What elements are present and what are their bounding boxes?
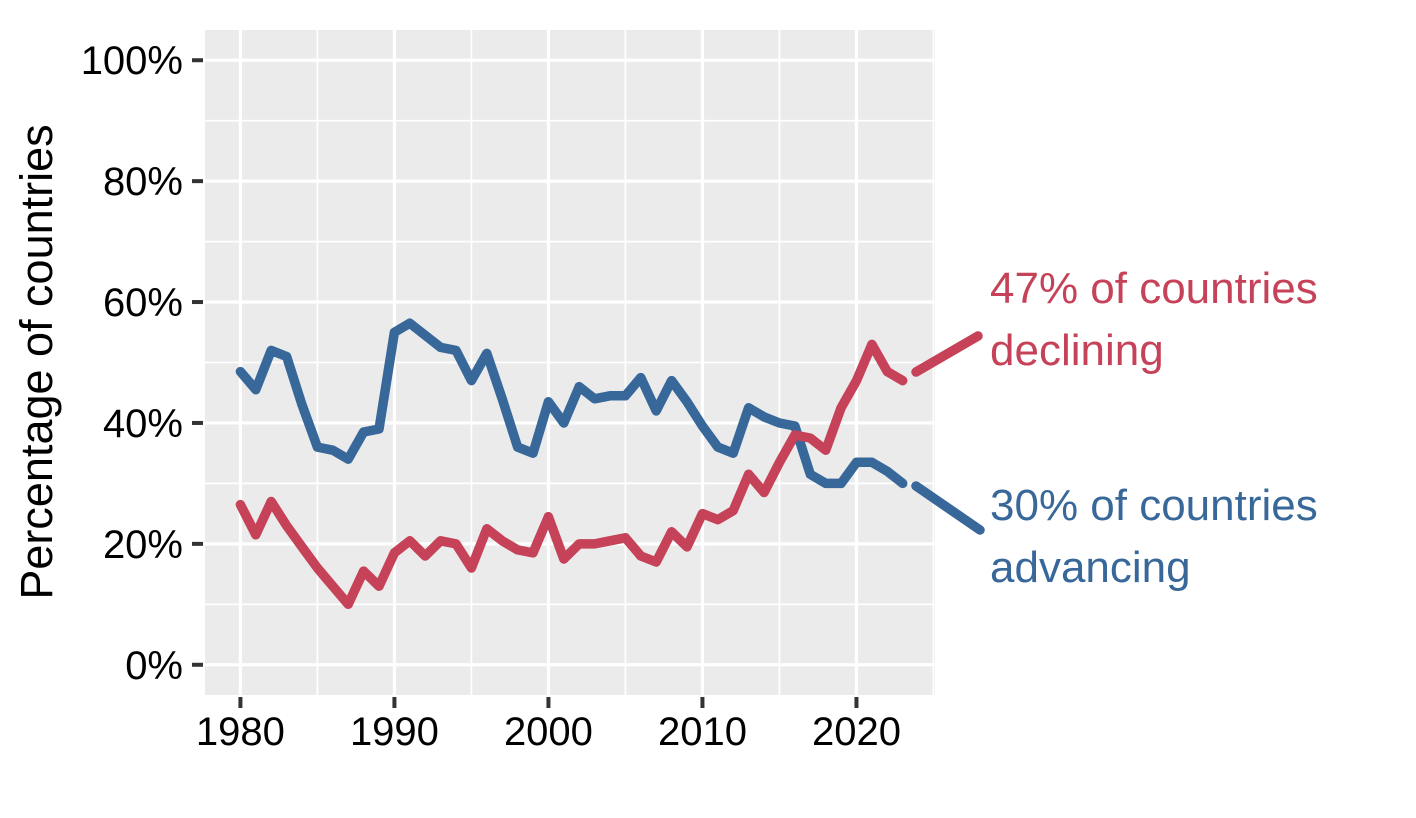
annotation-advancing: 30% of countries advancing: [911, 481, 1318, 592]
y-tick-label: 80%: [103, 160, 183, 204]
x-tick-label: 1980: [196, 710, 285, 754]
annotation-declining: 47% of countries declining: [911, 264, 1318, 377]
series-line-declining: [235, 339, 908, 610]
gridlines-major: [205, 30, 935, 695]
x-tick-label: 1990: [350, 710, 439, 754]
y-axis-tick-labels: 0% 20% 40% 60% 80% 100%: [81, 39, 183, 688]
x-axis-tick-labels: 1980 1990 2000 2010 2020: [196, 710, 901, 754]
y-tick-label: 0%: [125, 644, 183, 688]
y-tick-label: 60%: [103, 281, 183, 325]
leader-line-declining: [911, 331, 983, 377]
y-tick-label: 100%: [81, 39, 183, 83]
y-tick-label: 40%: [103, 402, 183, 446]
x-tick-label: 2020: [812, 710, 901, 754]
series-line-advancing: [235, 318, 908, 489]
x-tick-label: 2000: [504, 710, 593, 754]
x-tick-label: 2010: [658, 710, 747, 754]
y-axis-title: Percentage of countries: [11, 124, 62, 599]
annotation-declining-line1: 47% of countries: [990, 264, 1318, 313]
annotation-declining-line2: declining: [990, 326, 1164, 375]
axis-tick-marks: [192, 58, 859, 708]
annotation-advancing-line1: 30% of countries: [990, 481, 1318, 530]
gridlines-minor: [205, 30, 935, 695]
leader-line-advancing: [911, 481, 985, 535]
y-tick-label: 20%: [103, 523, 183, 567]
annotation-advancing-line2: advancing: [990, 543, 1191, 592]
data-series-lines: [235, 318, 908, 610]
